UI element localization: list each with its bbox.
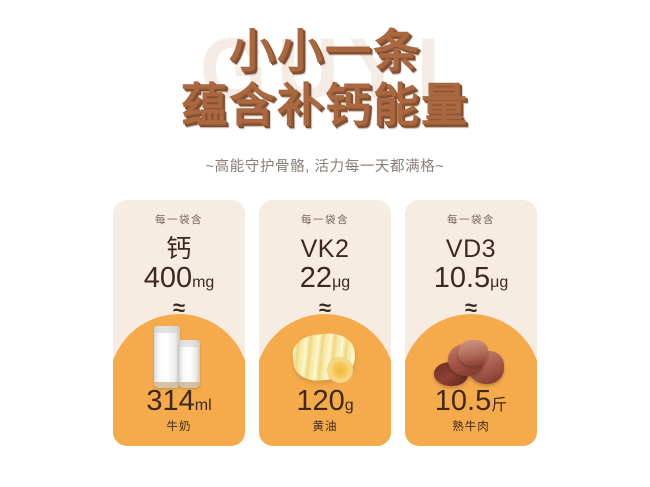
nutrient-card-calcium: 每一袋含 钙 400mg ≈ 314ml 牛奶 — [113, 200, 245, 446]
card-eyebrow: 每一袋含 — [447, 214, 495, 226]
subtitle: ~高能守护骨骼, 活力每一天都满格~ — [205, 159, 445, 175]
butter-group — [290, 330, 359, 388]
card-nutrient-name: VD3 — [445, 234, 497, 263]
milk-glass-large — [154, 326, 180, 388]
amount-value: 400 — [143, 262, 193, 294]
equivalence-label: 牛奶 — [166, 421, 192, 433]
amount-unit: mg — [192, 274, 215, 291]
card-eyebrow: 每一袋含 — [155, 214, 203, 226]
amount-value: 22 — [299, 262, 333, 294]
card-nutrient-amount: 400mg — [113, 262, 245, 295]
dome-shape — [405, 314, 537, 446]
equivalence-amount: 10.5斤 — [405, 384, 537, 417]
card-nutrient-name: VK2 — [300, 234, 350, 263]
milk-group — [148, 324, 210, 388]
card-equivalence: 10.5斤 熟牛肉 — [405, 384, 537, 434]
milk-glasses-illustration — [113, 316, 245, 388]
equivalence-amount: 120g — [259, 384, 391, 417]
nutrient-cards: 每一袋含 钙 400mg ≈ 314ml 牛奶 每一袋含 VK2 — [113, 200, 537, 446]
beef-group — [434, 336, 508, 388]
butter-curl-illustration — [259, 316, 391, 388]
card-equivalence: 314ml 牛奶 — [113, 384, 245, 434]
nutrient-card-vd3: 每一袋含 VD3 10.5μg ≈ 10.5斤 熟牛肉 — [405, 200, 537, 446]
approx-symbol: ≈ — [318, 295, 332, 321]
equiv-unit: 斤 — [491, 396, 508, 414]
cooked-beef-illustration — [405, 316, 537, 388]
beef-slice-4 — [458, 340, 488, 366]
brand-watermark: GUYI — [199, 21, 451, 117]
equivalence-label: 熟牛肉 — [452, 421, 490, 433]
glass-rim — [154, 326, 180, 333]
card-equivalence: 120g 黄油 — [259, 384, 391, 434]
card-header: 每一袋含 VK2 22μg ≈ — [259, 200, 391, 319]
glass-rim — [179, 340, 200, 347]
headline-block: 小小一条 蕴含补钙能量 — [0, 24, 650, 132]
card-header: 每一袋含 VD3 10.5μg ≈ — [405, 200, 537, 319]
milk-glass-small — [179, 340, 200, 388]
equiv-value: 10.5 — [434, 384, 492, 417]
equiv-value: 314 — [146, 384, 195, 417]
headline-line-1: 小小一条 — [229, 24, 421, 78]
equiv-unit: ml — [194, 396, 212, 414]
card-nutrient-name: 钙 — [166, 234, 192, 263]
equivalence-amount: 314ml — [113, 384, 245, 417]
butter-core — [327, 357, 353, 383]
equiv-value: 120 — [296, 384, 345, 417]
amount-unit: μg — [332, 274, 351, 291]
equivalence-label: 黄油 — [312, 421, 338, 433]
card-nutrient-amount: 10.5μg — [405, 262, 537, 295]
card-header: 每一袋含 钙 400mg ≈ — [113, 200, 245, 319]
card-nutrient-amount: 22μg — [259, 262, 391, 295]
amount-unit: μg — [490, 274, 509, 291]
equiv-unit: g — [344, 396, 354, 414]
amount-value: 10.5 — [433, 262, 491, 294]
headline-line-2: 蕴含补钙能量 — [181, 77, 469, 132]
card-eyebrow: 每一袋含 — [301, 214, 349, 226]
approx-symbol: ≈ — [464, 295, 478, 321]
approx-symbol: ≈ — [172, 295, 186, 321]
nutrient-card-vk2: 每一袋含 VK2 22μg ≈ 120g 黄油 — [259, 200, 391, 446]
